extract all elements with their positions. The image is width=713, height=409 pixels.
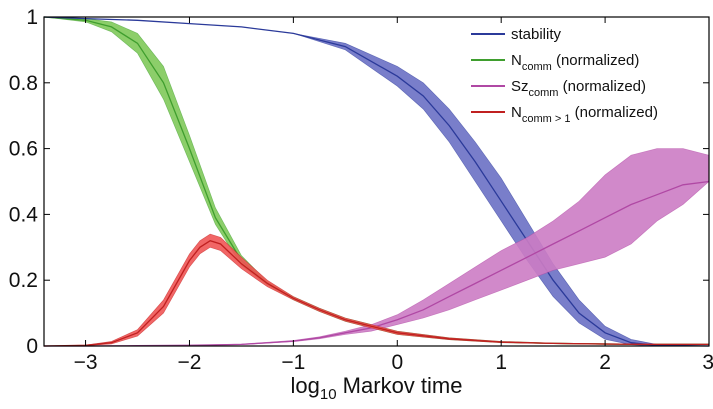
band-sz_comm [44, 148, 710, 347]
legend-label-n_comm: Ncomm (normalized) [511, 52, 639, 73]
legend-label-n_comm_gt1: Ncomm > 1 (normalized) [511, 104, 658, 125]
x-axis-label-subscript: 10 [320, 386, 337, 403]
y-tick-label: 0.6 [9, 138, 38, 161]
axis-ticks: −3 −2 −1 0 1 2 3 0 0.2 0.4 0.6 0.8 1 [9, 6, 713, 374]
x-tick-label: 2 [599, 351, 611, 374]
y-tick-label: 0.8 [9, 72, 38, 95]
axes-frame [43, 16, 710, 347]
x-tick-label: 0 [391, 351, 403, 374]
x-axis-label-prefix: log [291, 373, 320, 398]
x-tick-label: −3 [74, 351, 98, 374]
legend-label-stability: stability [511, 26, 562, 43]
line-n_comm_gt1 [43, 239, 709, 347]
x-axis-label: log10 Markov time [291, 373, 463, 403]
line-stability [43, 16, 710, 347]
x-tick-label: −2 [177, 351, 201, 374]
x-axis-label-suffix: Markov time [337, 373, 463, 398]
x-tick-label: 3 [702, 351, 713, 374]
y-tick-label: 0 [26, 335, 38, 358]
legend-label-sz_comm: Szcomm (normalized) [511, 78, 646, 99]
x-tick-label: 1 [495, 351, 507, 374]
line-sz_comm [44, 180, 710, 347]
y-tick-label: 0.2 [9, 269, 38, 292]
y-tick-label: 0.4 [9, 203, 39, 226]
legend: stability Ncomm (normalized) Szcomm (norma… [471, 26, 658, 125]
x-tick-label: −1 [281, 351, 305, 374]
y-tick-label: 1 [26, 6, 38, 29]
